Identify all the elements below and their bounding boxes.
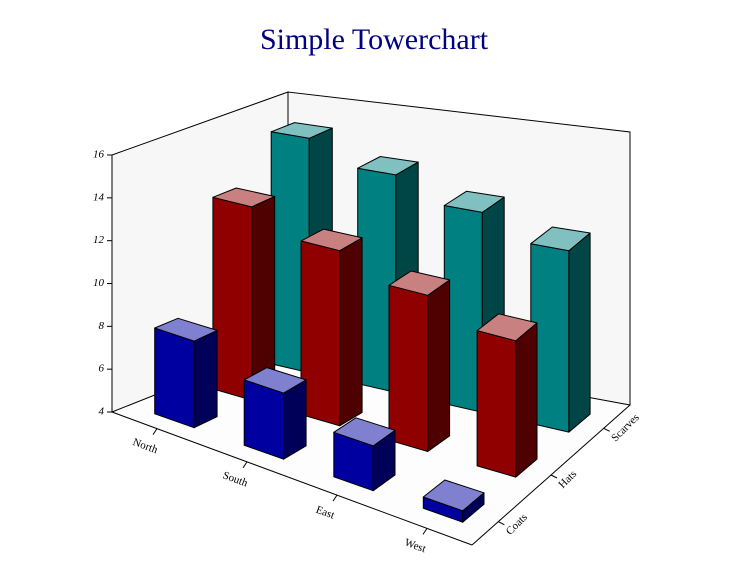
x-axis (111, 411, 473, 546)
tower (154, 317, 218, 429)
y-tick-label: 6 (99, 363, 105, 375)
z-tick (550, 474, 558, 479)
tower-side (568, 232, 591, 433)
y-tick-label: 12 (93, 234, 105, 246)
tower-side (515, 322, 538, 478)
tower-top (388, 270, 451, 296)
tower (333, 417, 396, 492)
z-tick (498, 521, 505, 526)
tower (300, 228, 363, 427)
series-label: Hats (556, 468, 579, 491)
x-tick (422, 528, 428, 535)
x-tick (332, 494, 338, 502)
x-tick-label: South (221, 469, 250, 489)
tower-top (212, 187, 276, 208)
tower (212, 187, 276, 401)
tower-front (154, 327, 195, 429)
tower-front (243, 379, 285, 460)
tower-front (300, 240, 341, 427)
y-tick-label: 16 (93, 149, 105, 161)
y-tick-label: 8 (99, 320, 105, 332)
series-label: Coats (504, 511, 530, 537)
y-tick-label: 4 (99, 406, 105, 418)
x-tick (242, 461, 248, 469)
tower-top (443, 190, 505, 213)
tower-top (154, 317, 218, 342)
x-tick-label: West (403, 537, 428, 556)
tower (476, 313, 538, 478)
y-tick-label: 14 (93, 191, 105, 203)
y-tick-label: 10 (93, 277, 105, 289)
tower-front (212, 196, 253, 401)
tower-top (422, 479, 485, 512)
tower (422, 479, 485, 523)
x-tick-label: North (131, 436, 160, 456)
tower (243, 367, 307, 460)
tower-top (270, 122, 333, 139)
tower-side (339, 237, 363, 427)
tower-top (357, 156, 419, 176)
tower-top (243, 367, 307, 394)
tower-side (427, 279, 451, 452)
tower-top (530, 226, 591, 252)
tower (388, 270, 451, 452)
x-tick-label: East (314, 504, 336, 522)
tower-front (388, 284, 429, 452)
tower-top (333, 417, 396, 447)
tower-side (193, 329, 218, 429)
x-tick (152, 428, 158, 435)
tower-front (476, 330, 517, 478)
tower (530, 226, 591, 433)
z-tick (603, 427, 610, 432)
chart-title: Simple Towerchart (260, 23, 489, 56)
tower-side (283, 379, 307, 460)
tower-top (476, 313, 538, 342)
tower-top (300, 228, 363, 252)
